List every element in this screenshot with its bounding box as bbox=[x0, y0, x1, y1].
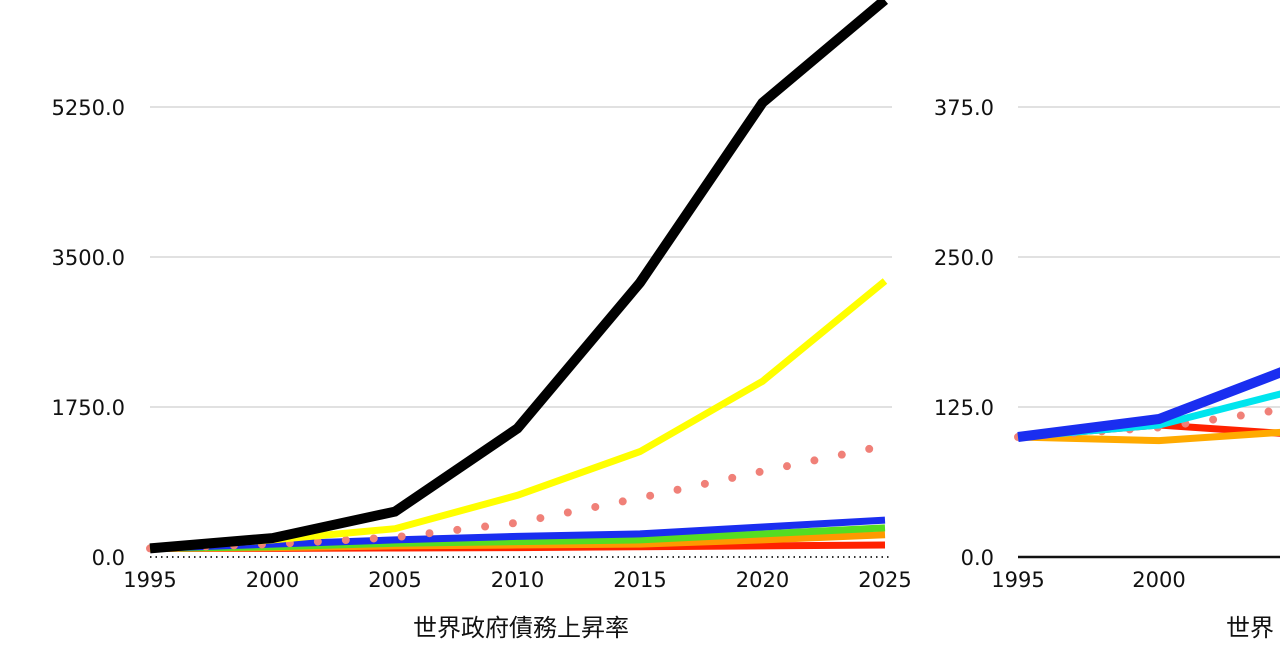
x-tick-label: 2000 bbox=[246, 568, 299, 592]
x-axis-title: 世界政府債務上昇率 bbox=[413, 614, 629, 642]
y-tick-label: 250.0 bbox=[934, 246, 994, 270]
series-line bbox=[146, 441, 889, 553]
y-tick-label: 125.0 bbox=[934, 396, 994, 420]
chart-left: 0.0 1750.0 3500.0 5250.0 1995 2000 2005 2010 201… bbox=[52, 0, 912, 642]
x-tick-label: 2005 bbox=[368, 568, 421, 592]
series-line bbox=[1017, 428, 1280, 445]
series-line bbox=[1017, 367, 1280, 442]
x-tick-label: 1995 bbox=[123, 568, 176, 592]
x-tick-label: 1995 bbox=[991, 568, 1044, 592]
y-tick-label: 3500.0 bbox=[52, 246, 125, 270]
series-line bbox=[149, 278, 888, 552]
x-tick-label: 2000 bbox=[1132, 568, 1185, 592]
y-tick-label: 0.0 bbox=[961, 546, 994, 570]
x-axis-title: 世界 bbox=[1226, 614, 1274, 642]
y-tick-label: 5250.0 bbox=[52, 96, 125, 120]
x-tick-label: 2020 bbox=[736, 568, 789, 592]
x-tick-label: 2025 bbox=[858, 568, 911, 592]
x-tick-label: 2015 bbox=[613, 568, 666, 592]
series-line bbox=[149, 0, 889, 554]
y-tick-label: 0.0 bbox=[92, 546, 125, 570]
y-tick-label: 1750.0 bbox=[52, 396, 125, 420]
y-tick-label: 375.0 bbox=[934, 96, 994, 120]
series-line bbox=[149, 516, 886, 552]
x-tick-label: 2010 bbox=[491, 568, 544, 592]
